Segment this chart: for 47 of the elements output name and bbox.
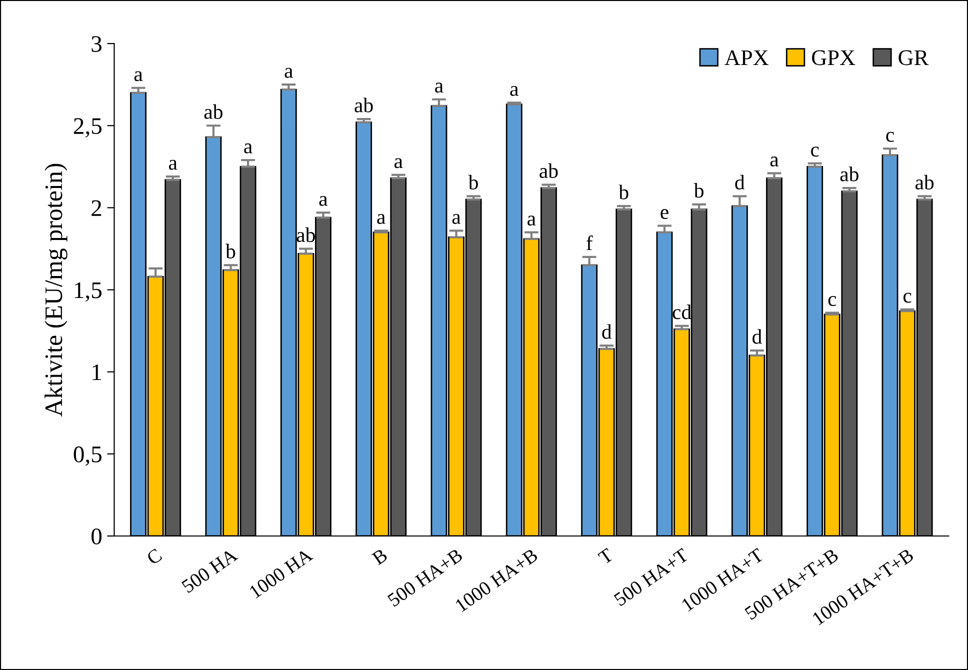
data-label: ab bbox=[354, 98, 373, 112]
x-tick-label: 1000 HA bbox=[248, 548, 314, 599]
data-label: a bbox=[452, 214, 461, 224]
data-label: ab bbox=[840, 166, 858, 182]
data-label: d bbox=[602, 324, 612, 339]
data-label: a bbox=[510, 86, 518, 96]
y-tick-label: 1 bbox=[92, 364, 101, 380]
y-tick-label: 2,5 bbox=[74, 118, 102, 138]
data-label: c bbox=[903, 292, 912, 303]
data-label: a bbox=[244, 143, 252, 154]
data-label: c bbox=[828, 296, 836, 306]
y-tick-label: 0,5 bbox=[74, 446, 102, 466]
data-label: b bbox=[226, 244, 236, 258]
y-tick-label: 0 bbox=[92, 528, 102, 544]
data-label: c bbox=[886, 132, 894, 142]
y-axis-title: Aktivite (EU/mg protein) bbox=[44, 164, 68, 417]
data-label: a bbox=[134, 71, 143, 82]
x-tick-label: C bbox=[146, 548, 163, 566]
data-label: f bbox=[586, 235, 593, 250]
y-tick-label: 1,5 bbox=[74, 282, 102, 302]
data-label: a bbox=[770, 156, 779, 167]
x-tick-label: 500 HA bbox=[181, 548, 238, 594]
data-label: e bbox=[660, 209, 668, 220]
data-label: ab bbox=[204, 104, 222, 119]
data-label: a bbox=[168, 160, 178, 170]
y-tick-label: 3 bbox=[92, 36, 102, 52]
data-label: a bbox=[284, 68, 293, 78]
y-tick-label: 2 bbox=[92, 200, 102, 216]
legend-label: APX bbox=[724, 50, 768, 65]
data-label: a bbox=[319, 196, 328, 206]
data-label: a bbox=[528, 216, 536, 226]
data-label: ab bbox=[915, 174, 934, 190]
data-label: d bbox=[735, 174, 745, 190]
data-label: a bbox=[377, 214, 386, 224]
data-label: d bbox=[752, 329, 762, 344]
data-label: b bbox=[694, 183, 704, 198]
data-label: b bbox=[468, 174, 478, 190]
x-tick-label: T bbox=[598, 548, 614, 565]
legend-label: GPX bbox=[812, 50, 856, 66]
data-label: b bbox=[618, 184, 628, 200]
x-tick-label: B bbox=[371, 548, 388, 566]
data-label: c bbox=[811, 146, 819, 157]
data-label: ab bbox=[540, 163, 558, 178]
data-label: a bbox=[435, 82, 444, 93]
data-label: cd bbox=[672, 304, 692, 320]
legend-label: GR bbox=[898, 50, 929, 66]
data-label: a bbox=[394, 158, 403, 168]
